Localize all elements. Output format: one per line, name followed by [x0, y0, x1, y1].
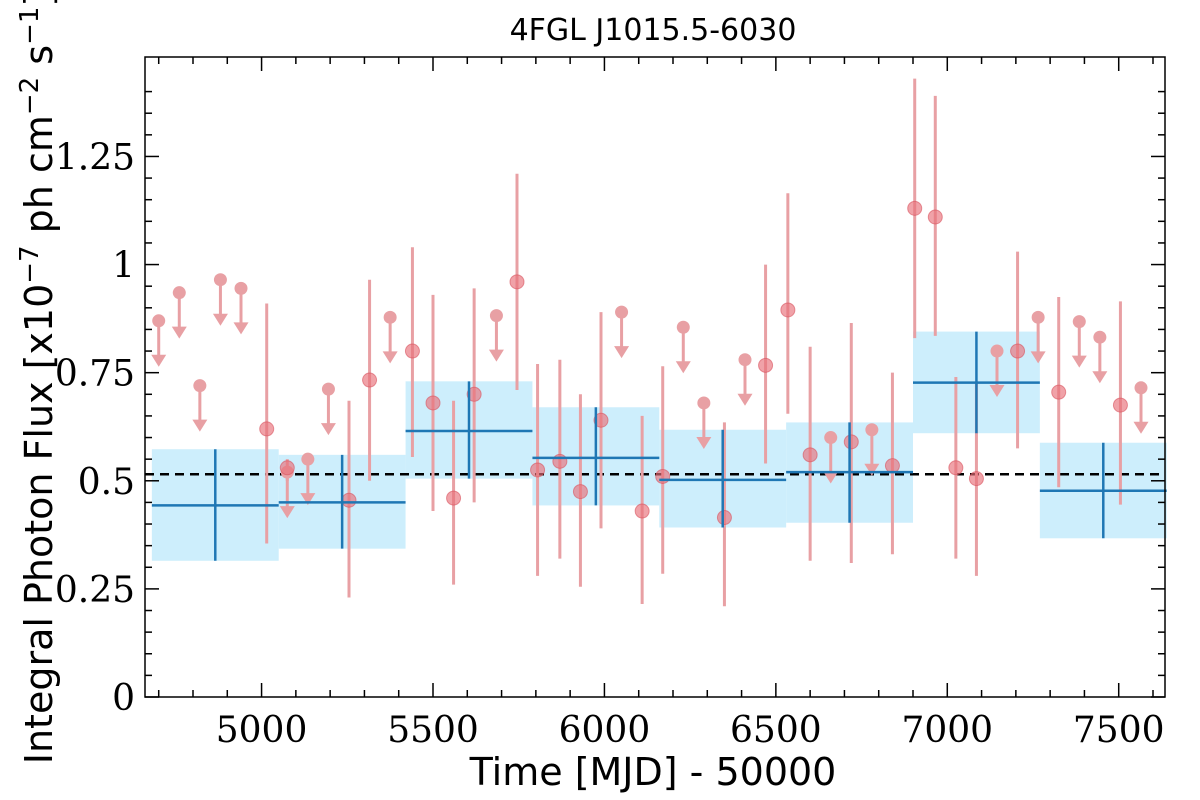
detection-point: [655, 468, 671, 484]
detection-point: [716, 510, 732, 526]
upper-limit-point: [676, 320, 690, 334]
upper-limit-arrowhead: [279, 506, 295, 519]
upper-limit-point: [697, 396, 711, 410]
upper-limit-arrowhead: [1030, 351, 1046, 364]
upper-limit-point: [321, 382, 335, 396]
upper-limit-point: [865, 423, 879, 437]
upper-limit-arrowhead: [696, 436, 712, 449]
y-axis-title-part4: ]: [17, 0, 61, 7]
y-axis-title-part2: ph cm: [17, 115, 61, 245]
y-tick-label: 1.25: [55, 137, 135, 178]
detection-point: [259, 421, 275, 437]
detection-points: [259, 200, 1128, 526]
y-axis-title-part1: Integral Photon Flux [x10: [17, 284, 61, 765]
x-axis-title: Time [MJD] - 50000: [469, 750, 837, 794]
x-tick-label: 7000: [901, 710, 993, 751]
detection-point: [593, 412, 609, 428]
upper-limit-arrowhead: [171, 326, 187, 339]
y-axis-title-exp2: −2: [15, 77, 45, 115]
upper-limit-point: [152, 314, 166, 328]
y-axis-ticks: 0 0.25 0.5 0.75 1 1.25: [55, 90, 1165, 719]
y-axis-title-exp1: −7: [15, 245, 45, 283]
upper-limit-point: [1093, 330, 1107, 344]
detection-point: [425, 395, 441, 411]
upper-limit-point: [1134, 381, 1148, 395]
y-tick-label: 0.5: [78, 462, 135, 503]
x-axis-ticks: 5000 5500 6000 6500 7000 7500: [157, 57, 1165, 751]
y-axis-title: Integral Photon Flux [x10−7 ph cm−2 s−1]: [15, 0, 61, 764]
upper-limit-arrowhead: [675, 361, 691, 374]
detection-point: [466, 386, 482, 402]
y-tick-label: 1: [112, 246, 135, 287]
upper-limit-arrowhead: [1071, 355, 1087, 368]
upper-limit-arrowhead: [212, 313, 228, 326]
y-axis-title-exp3: −1: [15, 7, 45, 45]
upper-limit-point: [213, 273, 227, 287]
x-tick-label: 5000: [216, 710, 308, 751]
upper-limit-arrowhead: [737, 393, 753, 406]
y-axis-title-part3: s: [17, 45, 61, 77]
upper-limit-point: [234, 281, 248, 295]
upper-limit-arrowhead: [192, 419, 208, 432]
detection-point: [634, 503, 650, 519]
y-tick-label: 0.75: [55, 354, 135, 395]
upper-limit-arrowhead: [151, 354, 167, 367]
detection-point: [780, 302, 796, 318]
upper-limit-arrowhead: [1133, 421, 1149, 434]
x-tick-label: 5500: [387, 710, 479, 751]
upper-limit-point: [172, 286, 186, 300]
y-tick-label: 0.25: [55, 570, 135, 611]
binned-flux-crosses: [151, 331, 1167, 561]
bin-error-bands: [151, 331, 1167, 561]
upper-limit-point: [990, 344, 1004, 358]
upper-limit-arrows: [151, 273, 1149, 519]
detection-point: [1051, 384, 1067, 400]
detection-point: [362, 372, 378, 388]
detection-point: [1010, 343, 1026, 359]
x-tick-label: 6500: [730, 710, 822, 751]
x-tick-label: 6000: [559, 710, 651, 751]
detection-point: [530, 462, 546, 478]
upper-limit-arrowhead: [989, 385, 1005, 398]
detection-point: [907, 200, 923, 216]
detection-point: [948, 460, 964, 476]
upper-limit-point: [1072, 315, 1086, 329]
detection-point: [572, 484, 588, 500]
upper-limit-arrowhead: [320, 423, 336, 436]
detection-point: [404, 343, 420, 359]
upper-limit-point: [301, 452, 315, 466]
detection-point: [552, 453, 568, 469]
upper-limit-arrowhead: [864, 463, 880, 476]
upper-limit-arrowhead: [614, 346, 630, 359]
upper-limit-arrowhead: [233, 322, 249, 335]
detection-point: [927, 209, 943, 225]
upper-limit-arrowhead: [382, 351, 398, 364]
x-tick-label: 7500: [1073, 710, 1165, 751]
detection-point: [1112, 397, 1128, 413]
upper-limit-arrowhead: [823, 471, 839, 484]
detection-point: [843, 434, 859, 450]
plot-frame: [144, 56, 1166, 698]
detection-point: [884, 458, 900, 474]
detection-point: [279, 460, 295, 476]
upper-limit-point: [824, 431, 838, 445]
upper-limit-point: [615, 305, 629, 319]
detection-point: [446, 490, 462, 506]
upper-limit-point: [383, 310, 397, 324]
upper-limit-point: [489, 309, 503, 323]
upper-limit-point: [1031, 310, 1045, 324]
detection-point: [802, 447, 818, 463]
upper-limit-arrowhead: [1092, 371, 1108, 384]
y-tick-label: 0: [112, 678, 135, 719]
detection-point: [968, 471, 984, 487]
chart-title: 4FGL J1015.5-6030: [510, 13, 797, 48]
upper-limit-point: [738, 353, 752, 367]
upper-limit-arrowhead: [488, 349, 504, 362]
detection-point: [509, 274, 525, 290]
detection-point: [758, 357, 774, 373]
detection-point: [341, 492, 357, 508]
upper-limit-arrowhead: [300, 493, 316, 506]
upper-limit-point: [193, 379, 207, 393]
